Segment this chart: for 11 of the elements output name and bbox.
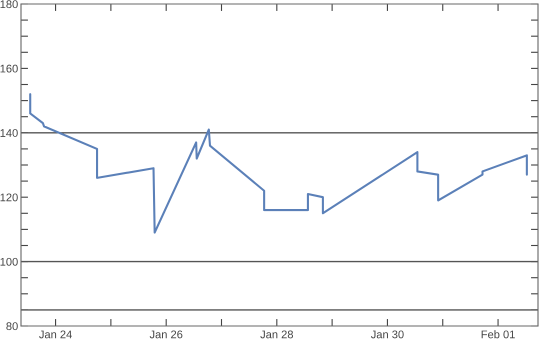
y-tick-label: 120 (0, 193, 18, 202)
y-tick-label: 100 (0, 258, 18, 266)
y-tick-label: 80 (6, 322, 18, 330)
x-tick-label: Jan 26 (150, 330, 182, 338)
x-tick-label: Jan 24 (39, 330, 72, 338)
y-tick-label: 160 (0, 64, 18, 73)
x-tick-label: Jan 30 (370, 330, 404, 338)
y-tick-label: 180 (0, 0, 18, 8)
y-tick-label: 140 (0, 129, 18, 137)
x-tick-label: Feb 01 (482, 330, 515, 338)
x-tick-label: Jan 28 (260, 330, 294, 338)
